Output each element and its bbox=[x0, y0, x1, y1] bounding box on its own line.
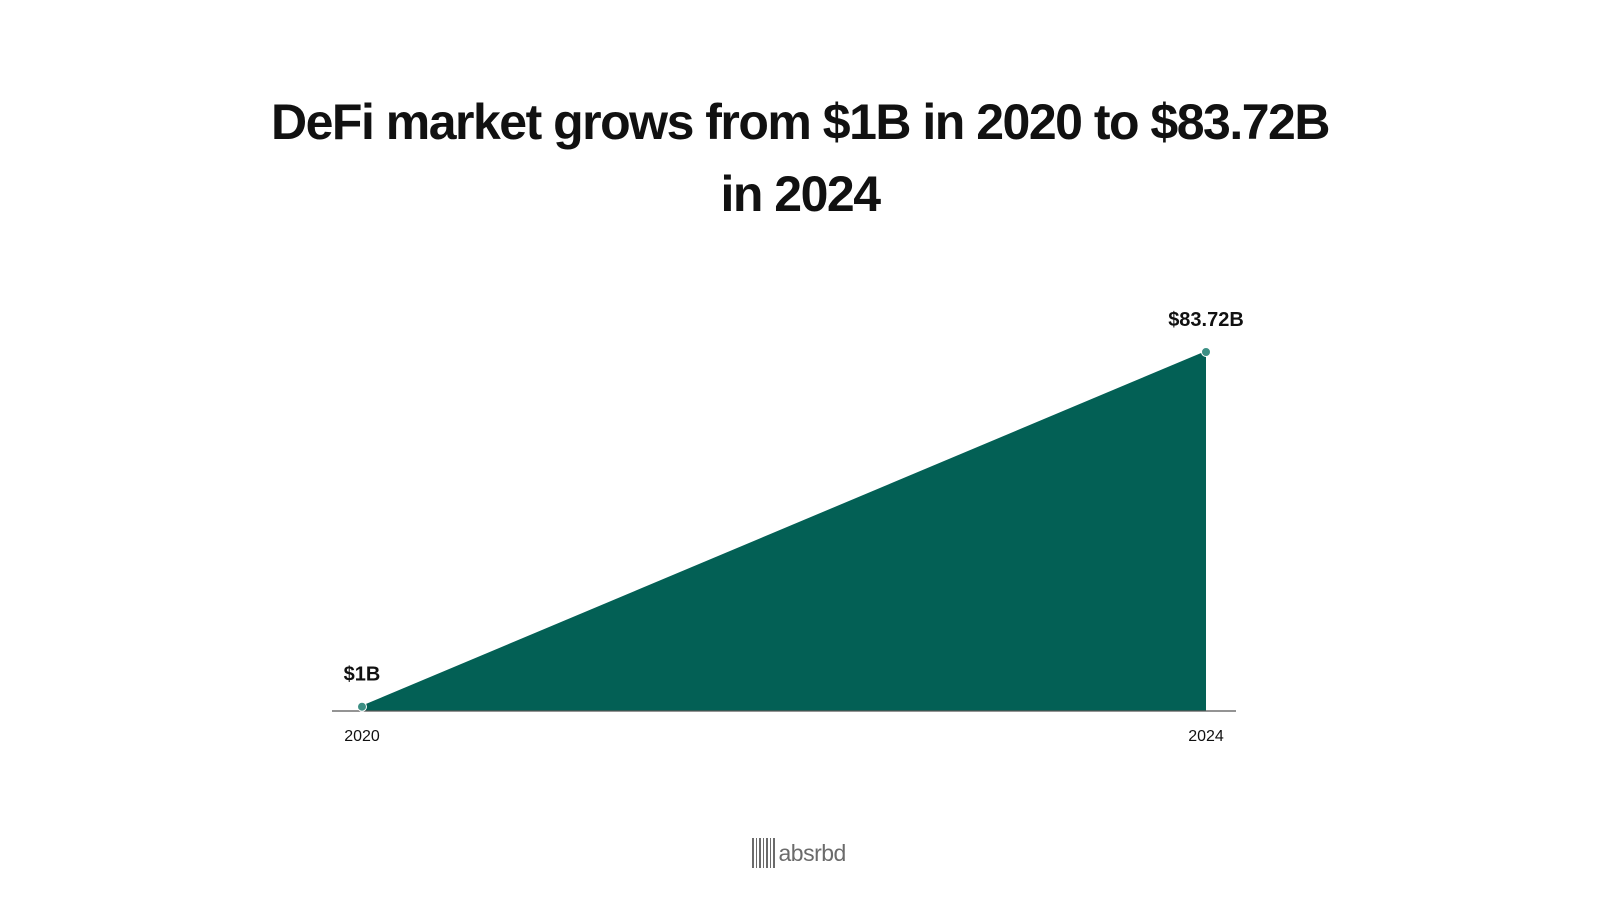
data-point-2024 bbox=[1201, 347, 1211, 357]
x-tick-label-2024: 2024 bbox=[1188, 728, 1224, 745]
chart-title-line-1: DeFi market grows from $1B in 2020 to $8… bbox=[271, 94, 1330, 150]
data-point-2020 bbox=[357, 701, 367, 712]
barcode-logo-icon bbox=[752, 838, 775, 868]
brand-name: absrbd bbox=[778, 839, 847, 866]
chart-title: DeFi market grows from $1B in 2020 to $8… bbox=[200, 86, 1400, 230]
series-line bbox=[361, 351, 1207, 708]
data-label-2020: $1B bbox=[344, 664, 381, 686]
brand-logo: absrbd bbox=[752, 836, 846, 870]
x-tick-label-2020: 2020 bbox=[344, 728, 380, 745]
chart-title-line-2: in 2024 bbox=[720, 166, 881, 222]
data-label-2024: $83.72B bbox=[1168, 309, 1244, 331]
